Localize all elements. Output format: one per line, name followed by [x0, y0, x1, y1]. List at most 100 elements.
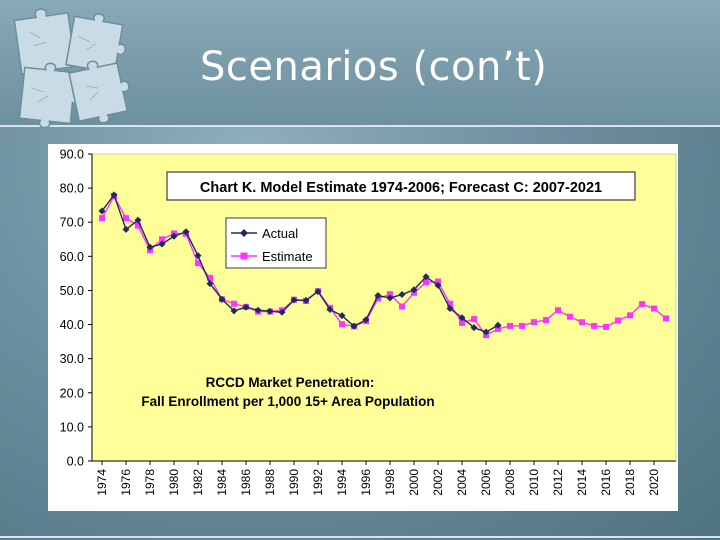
y-tick-label: 70.0: [60, 216, 84, 230]
estimate-point: [99, 215, 105, 222]
x-tick-label: 2016: [599, 469, 613, 496]
actual-point: [182, 228, 190, 236]
x-tick-label: 2008: [503, 469, 517, 496]
actual-point: [422, 273, 430, 281]
estimate-point: [435, 278, 441, 285]
x-tick-label: 1990: [287, 469, 301, 496]
estimate-point: [555, 307, 561, 314]
chart-title-box: Chart K. Model Estimate 1974-2006; Forec…: [166, 171, 636, 201]
estimate-point: [123, 215, 129, 222]
actual-point: [290, 296, 298, 304]
actual-point: [194, 252, 202, 260]
actual-point: [314, 287, 322, 295]
x-tick-label: 1986: [239, 469, 253, 496]
actual-point: [434, 281, 442, 289]
actual-point: [242, 303, 250, 311]
annotation: RCCD Market Penetration: Fall Enrollment…: [141, 375, 434, 409]
actual-point: [158, 240, 166, 248]
actual-point: [230, 307, 238, 315]
axes: [91, 154, 676, 462]
estimate-point: [159, 236, 165, 243]
x-tick-label: 2004: [455, 469, 469, 496]
actual-point: [134, 216, 142, 224]
puzzle-pieces-icon: [13, 8, 130, 128]
actual-point: [170, 232, 178, 240]
actual-point: [98, 207, 106, 215]
actual-point: [350, 322, 358, 330]
plot-area: [91, 153, 677, 462]
actual-point: [218, 295, 226, 303]
legend-marker-actual: [240, 229, 248, 237]
x-tick-label: 2010: [527, 469, 541, 496]
x-tick-label: 2002: [431, 469, 445, 496]
actual-point: [446, 305, 454, 313]
actual-point: [410, 286, 418, 294]
y-tick-label: 30.0: [60, 352, 84, 366]
y-axis-ticks: 0.0 10.0 20.0 30.0 40.0 50.0 60.0 70.0 80.0 90.0: [60, 148, 92, 469]
estimate-point: [627, 312, 633, 319]
annotation-line-1: RCCD Market Penetration:: [206, 375, 375, 390]
legend-label-actual: Actual: [262, 226, 298, 241]
actual-point: [386, 294, 394, 302]
estimate-point: [135, 222, 141, 229]
series-actual: [98, 191, 502, 336]
chart-title: Chart K. Model Estimate 1974-2006; Forec…: [200, 180, 602, 196]
estimate-point: [339, 321, 345, 328]
estimate-point: [495, 325, 501, 332]
x-tick-label: 1974: [95, 469, 109, 496]
legend: Actual Estimate: [225, 217, 327, 269]
actual-point: [146, 243, 154, 251]
estimate-point: [615, 317, 621, 324]
y-tick-label: 0.0: [67, 455, 84, 469]
estimate-point: [531, 319, 537, 326]
y-tick-label: 40.0: [60, 318, 84, 332]
x-tick-label: 1994: [335, 469, 349, 496]
estimate-point: [423, 279, 429, 286]
actual-point: [494, 321, 502, 329]
x-tick-label: 2018: [623, 469, 637, 496]
y-tick-label: 10.0: [60, 420, 84, 434]
annotation-line-2: Fall Enrollment per 1,000 15+ Area Popul…: [141, 394, 434, 409]
estimate-point: [231, 300, 237, 307]
estimate-point: [579, 319, 585, 326]
estimate-point: [195, 260, 201, 267]
estimate-point: [507, 322, 513, 329]
estimate-point: [387, 291, 393, 298]
title-divider: [0, 125, 720, 127]
x-tick-label: 2000: [407, 469, 421, 496]
x-tick-label: 1988: [263, 469, 277, 496]
actual-point: [206, 280, 214, 288]
actual-point: [482, 328, 490, 336]
estimate-point: [663, 315, 669, 322]
x-tick-label: 1982: [191, 469, 205, 496]
estimate-point: [603, 323, 609, 330]
actual-point: [458, 314, 466, 322]
y-tick-label: 20.0: [60, 386, 84, 400]
x-axis-ticks: 1974 1976 1978 1980 1982 1984 1986 1988 1990 1992…: [95, 461, 661, 496]
x-tick-label: 1998: [383, 469, 397, 496]
y-tick-label: 80.0: [60, 182, 84, 196]
estimate-point: [543, 317, 549, 324]
y-tick-label: 50.0: [60, 284, 84, 298]
actual-line: [101, 193, 499, 333]
x-tick-label: 2006: [479, 469, 493, 496]
y-tick-label: 90.0: [60, 148, 84, 162]
x-tick-label: 1978: [143, 469, 157, 496]
actual-point: [254, 306, 262, 314]
x-tick-label: 1992: [311, 469, 325, 496]
actual-point: [398, 291, 406, 299]
bottom-divider: [0, 536, 720, 538]
actual-point: [374, 292, 382, 300]
estimate-point: [519, 322, 525, 329]
estimate-point: [639, 301, 645, 308]
estimate-point: [447, 300, 453, 307]
actual-point: [470, 324, 478, 332]
estimate-point: [651, 305, 657, 312]
x-tick-label: 2012: [551, 469, 565, 496]
estimate-point: [567, 313, 573, 320]
actual-point: [278, 308, 286, 316]
legend-marker-estimate: [240, 252, 248, 260]
estimate-point: [471, 316, 477, 323]
actual-point: [110, 191, 118, 199]
